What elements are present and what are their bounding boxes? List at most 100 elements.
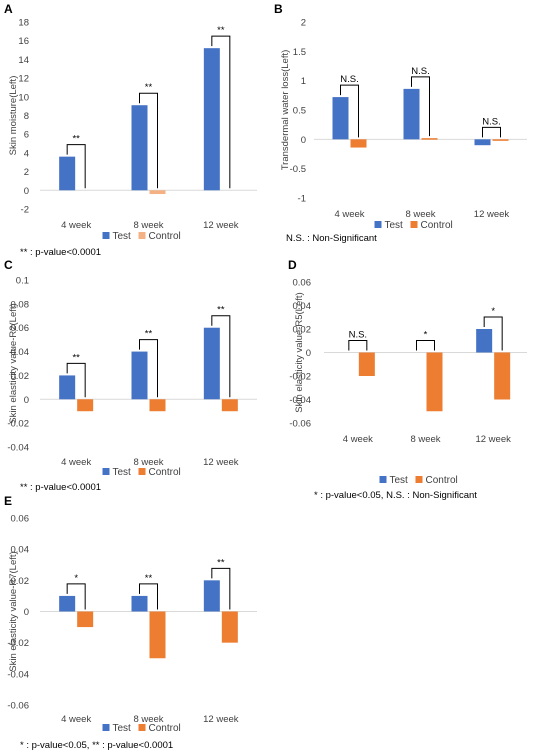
x-category-label: 12 week <box>203 714 239 725</box>
bar-control-8-week <box>426 352 443 412</box>
legend-swatch-test <box>102 724 110 731</box>
significance-label: N.S. <box>482 116 500 127</box>
footnote: ** : p-value<0.0001 <box>20 247 101 258</box>
x-category-label: 12 week <box>203 220 239 231</box>
x-category-label: 8 week <box>410 434 440 445</box>
legend-label: Control <box>421 220 453 231</box>
chart-panel-e: E Skin elasticity value-R7(Left) -0.06 -0.0… <box>4 494 257 751</box>
bar-test-4-week <box>59 595 76 612</box>
legend-swatch-test <box>102 468 110 475</box>
y-tick-label: 1.5 <box>293 47 306 58</box>
x-category-label: 4 week <box>61 220 91 231</box>
y-axis-title: Skin elasticity value-R2(Left) <box>8 303 19 423</box>
legend-swatch-control <box>410 221 418 228</box>
x-category-label: 4 week <box>61 457 91 468</box>
significance-bracket <box>211 315 231 398</box>
y-tick-label: -0.5 <box>290 164 306 175</box>
legend-swatch-test <box>102 232 110 239</box>
x-category-label: 8 week <box>133 457 163 468</box>
bar-control-8-week <box>149 190 166 195</box>
significance-bracket <box>483 316 503 351</box>
legend-label: Test <box>385 220 404 231</box>
significance-label: N.S. <box>340 74 358 85</box>
x-category-label: 12 week <box>474 209 510 220</box>
significance-label: ** <box>145 82 153 93</box>
significance-label: ** <box>72 352 80 363</box>
legend-swatch-control <box>138 232 146 239</box>
x-category-label: 12 week <box>203 457 239 468</box>
significance-label: * <box>491 306 495 317</box>
y-tick-label: -1 <box>298 194 306 205</box>
y-tick-label: 0.08 <box>11 299 30 310</box>
chart-panel-a: A Skin moisture(Left) -2 0 2 4 6 8 10 12 14 16 18 ** 4… <box>4 2 257 258</box>
legend-swatch-test <box>379 476 387 483</box>
significance-label: N.S. <box>349 330 367 341</box>
bar-control-12-week <box>221 399 238 412</box>
bar-test-8-week <box>403 88 420 140</box>
bar-test-12-week <box>203 580 220 612</box>
bar-test-8-week <box>131 105 148 191</box>
y-tick-label: -0.02 <box>7 419 29 430</box>
footnote: ** : p-value<0.0001 <box>20 482 101 493</box>
bar-control-4-week <box>77 611 94 628</box>
panel-label: B <box>274 2 283 16</box>
y-tick-label: 14 <box>18 55 29 66</box>
significance-label: ** <box>217 25 225 36</box>
y-tick-label: 8 <box>24 111 29 122</box>
y-tick-label: 6 <box>24 130 29 141</box>
bar-test-12-week <box>474 139 491 146</box>
significance-bracket <box>66 144 86 189</box>
significance-bracket <box>66 362 86 398</box>
footnote: * : p-value<0.05, ** : p-value<0.0001 <box>20 740 173 751</box>
y-tick-label: 16 <box>18 36 29 47</box>
y-tick-label: 0.06 <box>11 514 30 525</box>
significance-bracket <box>416 340 435 351</box>
bar-control-12-week <box>492 139 509 141</box>
y-tick-label: 0 <box>301 135 306 146</box>
panel-label: D <box>288 258 297 272</box>
x-category-label: 8 week <box>133 714 163 725</box>
y-axis-title: Skin elasticity value-R7(Left) <box>8 551 19 671</box>
significance-bracket <box>66 583 86 610</box>
y-tick-label: 2 <box>301 18 306 29</box>
legend-swatch-control <box>415 476 423 483</box>
significance-label: N.S. <box>411 66 429 77</box>
significance-bracket <box>482 126 501 138</box>
bar-control-4-week <box>77 399 94 412</box>
legend-label: Test <box>113 467 132 478</box>
significance-label: ** <box>145 573 153 584</box>
y-tick-label: -0.06 <box>7 701 29 712</box>
panel-label: C <box>4 258 13 272</box>
y-tick-label: -0.02 <box>7 638 29 649</box>
x-category-label: 4 week <box>334 209 364 220</box>
y-tick-label: -0.06 <box>289 419 311 430</box>
bar-test-12-week <box>203 48 220 191</box>
y-tick-label: -0.04 <box>7 669 29 680</box>
legend-swatch-test <box>374 221 382 228</box>
legend-swatch-control <box>138 724 146 731</box>
y-tick-label: -0.04 <box>289 395 311 406</box>
legend-swatch-control <box>138 468 146 475</box>
y-tick-label: 0 <box>306 348 311 359</box>
legend-label: Test <box>113 723 132 734</box>
legend: Test Control <box>102 231 181 242</box>
bar-control-8-week <box>149 611 166 659</box>
x-category-label: 4 week <box>343 434 373 445</box>
significance-bracket <box>139 339 158 398</box>
y-tick-label: 0 <box>24 186 29 197</box>
legend: Test Control <box>102 723 181 734</box>
y-tick-label: 0 <box>24 395 29 406</box>
significance-bracket <box>139 583 158 610</box>
y-tick-label: 0.02 <box>11 576 30 587</box>
bar-test-8-week <box>131 351 148 400</box>
y-tick-label: 0.04 <box>11 545 30 556</box>
y-tick-label: 0 <box>24 607 29 618</box>
panel-label: A <box>4 2 13 16</box>
y-tick-label: -0.04 <box>7 443 29 454</box>
significance-bracket <box>411 76 430 137</box>
y-tick-label: 0.06 <box>11 323 30 334</box>
y-tick-label: 0.04 <box>11 347 30 358</box>
significance-bracket <box>211 35 231 189</box>
footnote: * : p-value<0.05, N.S. : Non-Significant <box>314 490 477 501</box>
